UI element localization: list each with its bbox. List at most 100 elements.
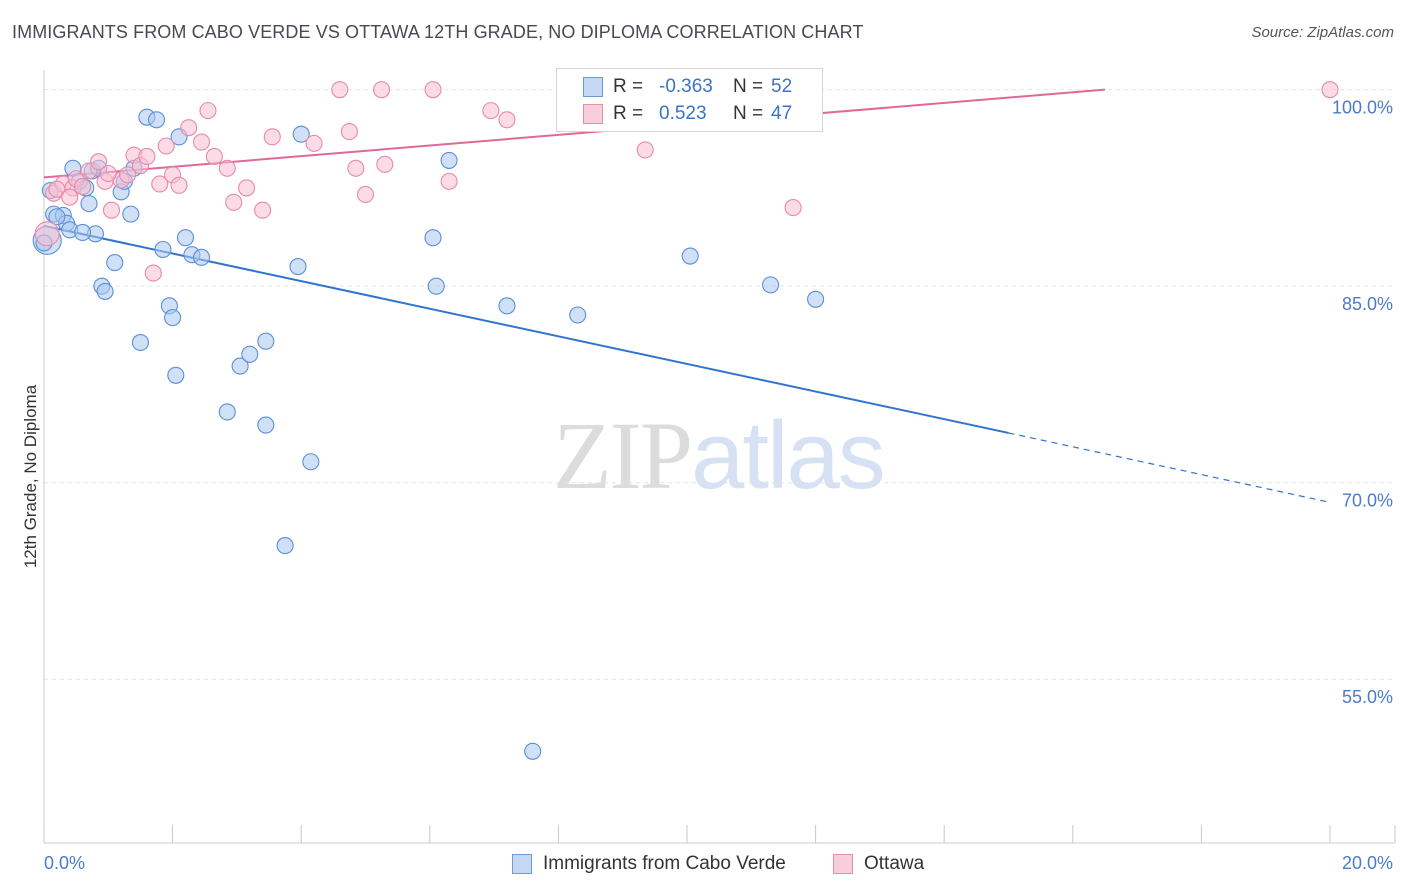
point-ottawa — [192, 133, 211, 151]
point-cabo-verde — [276, 537, 294, 555]
legend-n-label: N = — [733, 103, 764, 124]
data-points — [32, 81, 1339, 760]
point-ottawa — [34, 221, 60, 247]
tick-labels: 55.0% 70.0% 85.0% 100.0% 0.0% 20.0% 12th Grade… — [21, 98, 1393, 873]
point-cabo-verde — [48, 208, 66, 226]
point-cabo-verde — [681, 247, 699, 265]
point-cabo-verde — [292, 125, 310, 143]
point-cabo-verde — [176, 229, 195, 247]
point-ottawa — [205, 147, 223, 166]
point-ottawa — [199, 102, 217, 120]
point-cabo-verde — [218, 403, 236, 421]
point-cabo-verde — [154, 240, 172, 259]
point-cabo-verde — [147, 111, 166, 129]
legend-row-cabo-verde: R = -0.363 N = 52 — [557, 74, 822, 100]
legend-row-ottawa: R = 0.523 N = 47 — [557, 101, 822, 127]
point-cabo-verde — [257, 332, 275, 350]
legend-n-value: 47 — [771, 103, 793, 124]
point-ottawa — [347, 159, 365, 177]
series-label: Immigrants from Cabo Verde — [543, 853, 786, 874]
point-ottawa — [636, 141, 654, 159]
point-ottawa — [424, 81, 442, 99]
y-tick-label: 55.0% — [1342, 687, 1393, 707]
point-ottawa — [102, 201, 121, 219]
watermark: ZIPatlas — [553, 400, 886, 511]
watermark-zip: ZIP — [553, 402, 693, 509]
point-cabo-verde — [80, 195, 98, 213]
point-ottawa — [74, 178, 92, 196]
point-cabo-verde — [241, 345, 259, 363]
legend-r-label: R = — [613, 103, 644, 124]
point-cabo-verde — [122, 205, 140, 223]
point-ottawa — [373, 81, 391, 99]
point-ottawa — [138, 147, 156, 166]
point-ottawa — [225, 193, 243, 211]
point-cabo-verde — [231, 357, 249, 375]
x-tick-label: 20.0% — [1342, 853, 1393, 873]
point-ottawa — [180, 119, 198, 137]
point-ottawa — [440, 172, 458, 190]
point-cabo-verde — [524, 742, 542, 760]
legend-swatch-pink — [583, 104, 603, 124]
point-cabo-verde — [302, 453, 320, 471]
point-ottawa — [237, 179, 256, 197]
chart-source: Source: ZipAtlas.com — [1251, 24, 1394, 41]
legend-r-label: R = — [613, 76, 644, 97]
series-swatch-blue — [512, 854, 532, 874]
point-ottawa — [61, 188, 79, 206]
point-ottawa — [376, 155, 394, 173]
y-tick-label: 100.0% — [1332, 98, 1393, 118]
point-ottawa — [144, 264, 162, 282]
axes — [43, 70, 1396, 844]
point-ottawa — [119, 166, 137, 184]
point-ottawa — [151, 175, 169, 193]
trend-line-cabo-verde-extension — [1008, 432, 1331, 503]
point-cabo-verde — [569, 306, 587, 324]
point-cabo-verde — [164, 309, 182, 327]
point-cabo-verde — [167, 366, 185, 384]
point-ottawa — [498, 111, 516, 129]
point-cabo-verde — [289, 257, 307, 276]
legend-r-value: -0.363 — [659, 76, 713, 97]
watermark-atlas: atlas — [691, 402, 886, 509]
legend-n-value: 52 — [771, 76, 793, 97]
point-cabo-verde — [498, 297, 516, 315]
grid-lines — [44, 89, 1395, 680]
point-ottawa — [254, 201, 272, 219]
point-ottawa — [48, 180, 66, 198]
legend-r-value: 0.523 — [659, 103, 707, 124]
point-ottawa — [356, 185, 375, 204]
point-cabo-verde — [424, 229, 442, 247]
point-cabo-verde — [807, 290, 825, 308]
correlation-legend: R = -0.363 N = 52 R = 0.523 N = 47 — [556, 68, 823, 132]
point-ottawa — [340, 123, 358, 141]
point-cabo-verde — [106, 254, 124, 272]
series-label: Ottawa — [864, 853, 925, 874]
legend-swatch-blue — [583, 77, 603, 97]
point-ottawa — [157, 137, 175, 155]
y-tick-label: 85.0% — [1342, 294, 1393, 314]
point-cabo-verde — [192, 248, 211, 266]
point-ottawa — [1321, 81, 1339, 99]
trend-lines — [43, 88, 1331, 503]
point-ottawa — [263, 128, 281, 146]
point-cabo-verde — [762, 276, 780, 294]
chart-title: IMMIGRANTS FROM CABO VERDE VS OTTAWA 12T… — [12, 22, 864, 42]
y-tick-label: 70.0% — [1342, 491, 1393, 511]
point-ottawa — [784, 199, 802, 217]
legend-n-label: N = — [733, 76, 764, 97]
point-cabo-verde — [440, 151, 458, 169]
point-ottawa — [99, 164, 117, 183]
point-ottawa — [90, 153, 108, 171]
series-swatch-pink — [833, 854, 853, 874]
point-cabo-verde — [427, 277, 445, 295]
point-ottawa — [218, 159, 236, 177]
point-ottawa — [482, 102, 500, 120]
y-axis-title: 12th Grade, No Diploma — [21, 384, 40, 568]
point-cabo-verde — [257, 416, 275, 434]
point-ottawa — [170, 176, 188, 194]
x-tick-label: 0.0% — [44, 853, 85, 873]
point-ottawa — [305, 134, 323, 152]
point-cabo-verde — [96, 282, 114, 300]
